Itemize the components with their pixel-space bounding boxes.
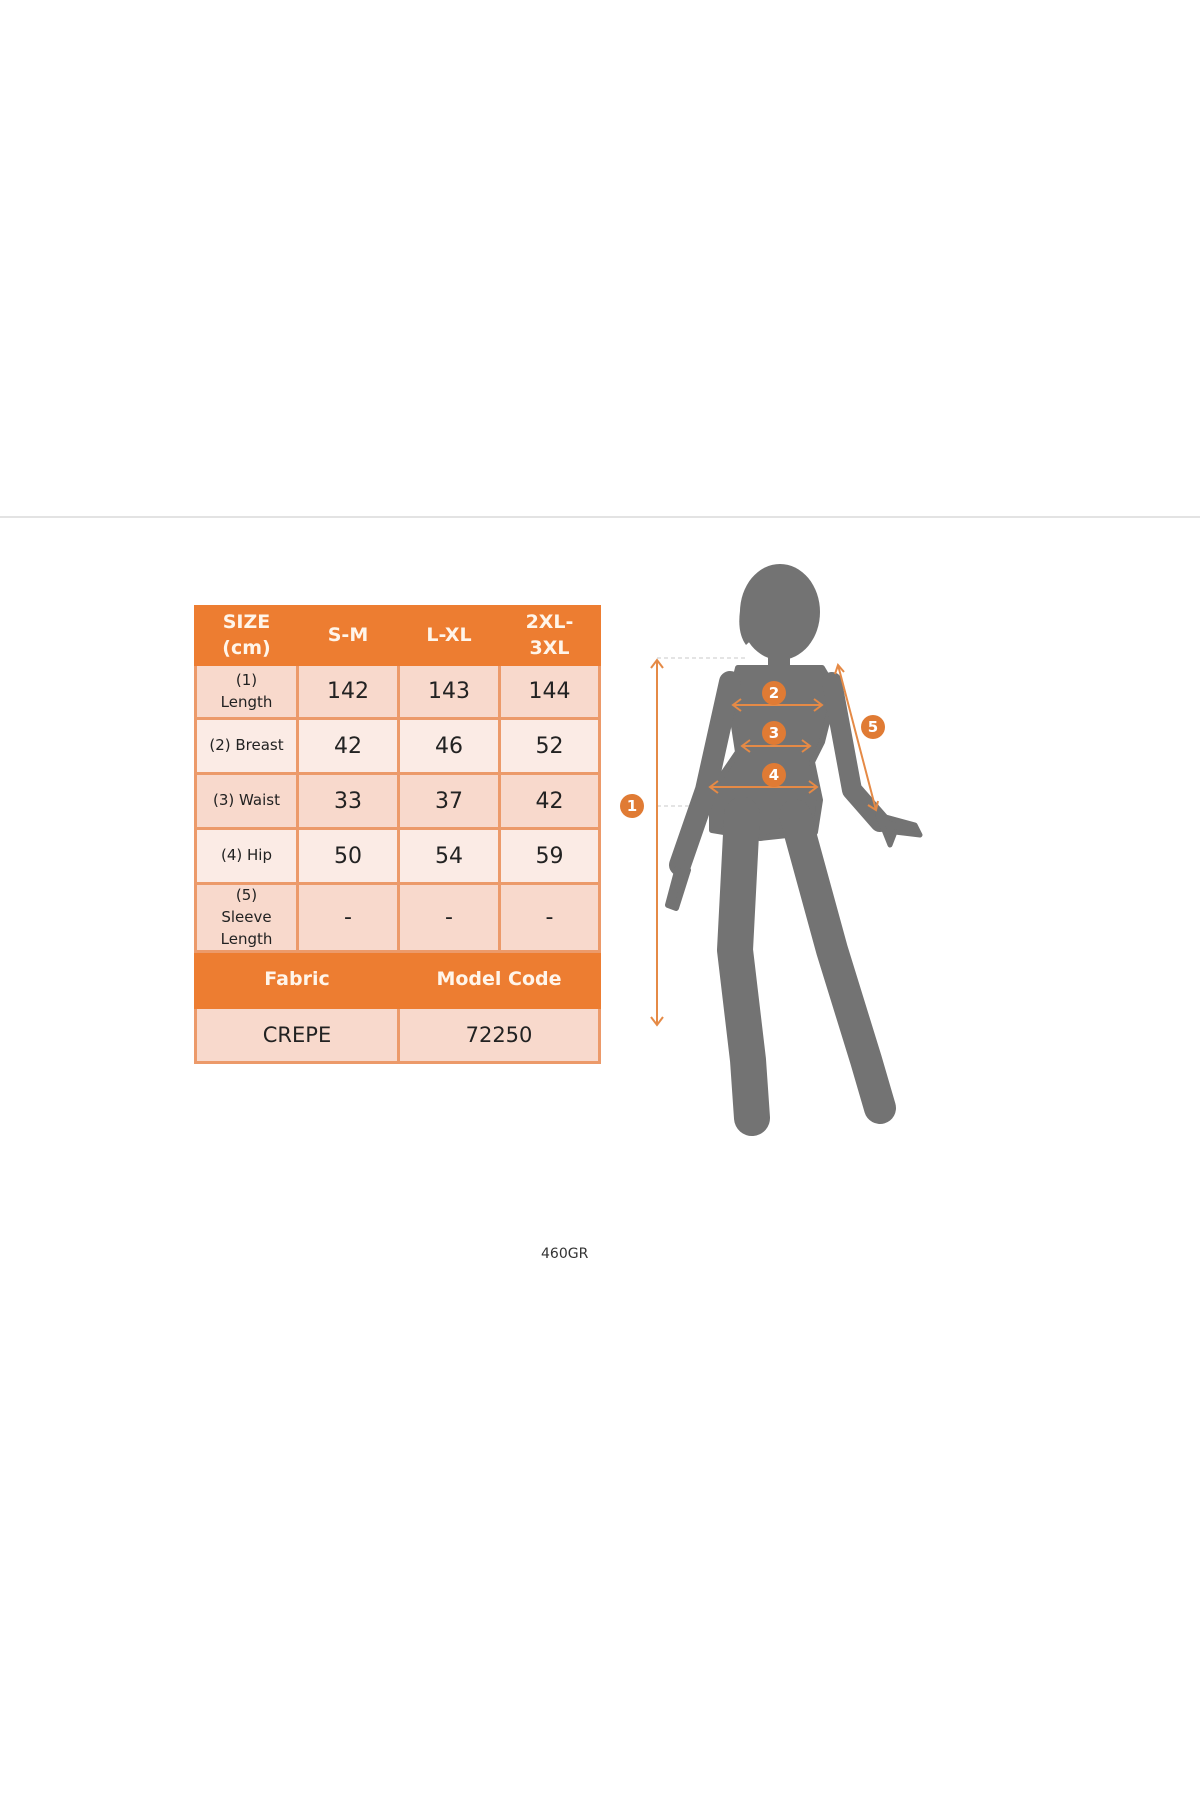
cell: 46: [397, 717, 501, 775]
label-text: Length: [220, 692, 273, 711]
cell: 54: [397, 827, 501, 885]
table-row: (1) Length 142 143 144: [194, 663, 601, 720]
header-text: SIZE: [222, 610, 271, 633]
cell: 142: [296, 663, 400, 720]
divider: [0, 516, 1200, 518]
right-leg: [779, 799, 896, 1124]
model-code-value: 72250: [397, 1006, 601, 1065]
table-row: (3) Waist 33 37 42: [194, 772, 601, 830]
table-row: (2) Breast 42 46 52: [194, 717, 601, 775]
cell: 37: [397, 772, 501, 830]
arrow-hip: [708, 780, 819, 794]
footer-value-row: CREPE 72250: [194, 1006, 601, 1065]
label-text: (5): [235, 886, 258, 904]
cell: 50: [296, 827, 400, 885]
size-chart-table: SIZE (cm) S-M L-XL 2XL-3XL (1) Length 142 …: [194, 605, 601, 1065]
footer-header-row: Fabric Model Code: [194, 950, 601, 1010]
cell: -: [498, 881, 601, 954]
row-label: (1) Length: [194, 663, 299, 720]
cell: 144: [498, 663, 601, 720]
arrow-length: [650, 658, 664, 1027]
arrow-waist: [740, 739, 812, 753]
silhouette: [665, 564, 923, 1136]
marker-label: 5: [868, 718, 878, 736]
cell: 143: [397, 663, 501, 720]
header-row: SIZE (cm) S-M L-XL 2XL-3XL: [194, 605, 601, 666]
row-label: (3) Waist: [194, 772, 299, 830]
cell: 42: [296, 717, 400, 775]
left-hand: [665, 857, 691, 911]
fabric-value: CREPE: [194, 1006, 400, 1065]
label-text: Sleeve: [221, 907, 272, 926]
header-size: SIZE (cm): [194, 605, 299, 666]
arrow-sleeve: [834, 663, 879, 812]
row-label: (4) Hip: [194, 827, 299, 885]
header-text: 2XL-3XL: [525, 610, 574, 659]
label-text: (1): [235, 670, 258, 689]
marker-label: 1: [627, 797, 637, 815]
cell: 33: [296, 772, 400, 830]
arrow-breast: [731, 698, 824, 712]
guide-lines: [657, 657, 748, 807]
table-row: (5) Sleeve Length - - -: [194, 881, 601, 954]
marker-3-icon: [762, 721, 786, 745]
row-label: (5) Sleeve Length: [194, 881, 299, 954]
marker-1-icon: [620, 794, 644, 818]
left-leg: [717, 797, 770, 1136]
header-model-code: Model Code: [397, 950, 601, 1010]
cell: -: [397, 881, 501, 954]
marker-label: 2: [769, 684, 779, 702]
marker-2-icon: [762, 681, 786, 705]
product-code: 460GR: [541, 1246, 589, 1262]
table-row: (4) Hip 50 54 59: [194, 827, 601, 885]
marker-5-icon: [861, 715, 885, 739]
header-s-m: S-M: [296, 605, 400, 666]
cell: 52: [498, 717, 601, 775]
right-hand: [875, 812, 923, 848]
marker-label: 3: [769, 724, 779, 742]
header-fabric: Fabric: [194, 950, 400, 1010]
header-text: (cm): [222, 636, 271, 659]
cell: 42: [498, 772, 601, 830]
marker-4-icon: [762, 763, 786, 787]
label-text: Length: [220, 929, 273, 948]
left-arm: [669, 671, 741, 876]
cell: -: [296, 881, 400, 954]
hair: [739, 600, 760, 645]
markers: 1 2 3 4 5: [620, 681, 885, 818]
neck: [768, 645, 790, 667]
right-arm: [822, 672, 890, 832]
measure-arrows: [650, 658, 879, 1027]
cell: 59: [498, 827, 601, 885]
header-2xl-3xl: 2XL-3XL: [498, 605, 601, 666]
marker-label: 4: [769, 766, 779, 784]
head: [740, 564, 820, 660]
row-label: (2) Breast: [194, 717, 299, 775]
header-l-xl: L-XL: [397, 605, 501, 666]
